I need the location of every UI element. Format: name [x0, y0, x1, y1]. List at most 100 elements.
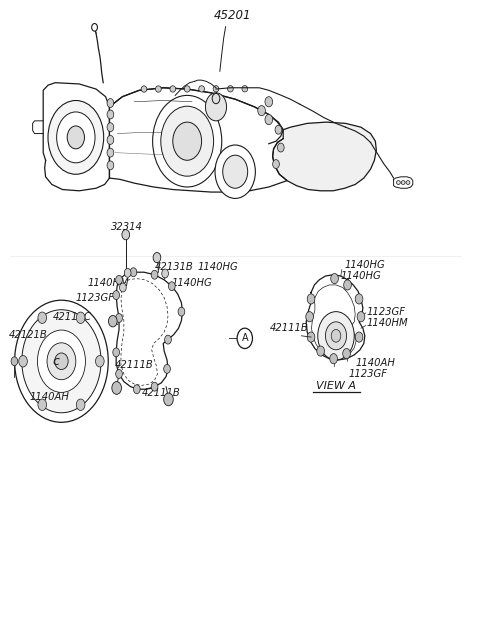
Text: A: A [241, 333, 248, 343]
Text: VIEW A: VIEW A [316, 381, 356, 391]
Ellipse shape [47, 343, 76, 380]
Circle shape [277, 143, 284, 152]
Text: 1123GF: 1123GF [348, 369, 387, 379]
Ellipse shape [141, 86, 147, 92]
Text: 1140AH: 1140AH [355, 357, 395, 368]
Polygon shape [109, 88, 287, 192]
Circle shape [162, 269, 168, 278]
Circle shape [258, 106, 265, 116]
Text: 1123GF: 1123GF [76, 293, 115, 303]
Circle shape [307, 294, 315, 304]
Ellipse shape [228, 86, 233, 92]
Circle shape [237, 328, 252, 349]
Circle shape [112, 382, 121, 394]
Ellipse shape [401, 181, 405, 184]
Circle shape [164, 393, 173, 406]
Polygon shape [116, 272, 182, 389]
Text: c: c [52, 355, 59, 368]
Polygon shape [306, 275, 365, 360]
Ellipse shape [406, 181, 410, 184]
Ellipse shape [213, 86, 219, 92]
Circle shape [164, 364, 170, 373]
Text: 1140HM: 1140HM [367, 318, 408, 328]
Circle shape [133, 385, 140, 394]
Circle shape [212, 93, 220, 104]
Circle shape [122, 230, 130, 240]
Polygon shape [394, 177, 413, 188]
Circle shape [215, 145, 255, 198]
Circle shape [355, 294, 363, 304]
Circle shape [325, 322, 347, 350]
Text: 42111B: 42111B [142, 387, 181, 398]
Circle shape [107, 110, 114, 119]
Text: 45201: 45201 [214, 10, 251, 22]
Text: 42111B: 42111B [115, 360, 154, 370]
Circle shape [265, 114, 273, 125]
Circle shape [38, 399, 47, 410]
Circle shape [116, 275, 122, 284]
Circle shape [96, 356, 104, 367]
Circle shape [275, 125, 282, 134]
Circle shape [76, 312, 85, 324]
Circle shape [92, 24, 97, 31]
Ellipse shape [184, 86, 190, 92]
Text: 42111C: 42111C [53, 312, 92, 322]
Circle shape [67, 126, 84, 149]
Ellipse shape [14, 300, 108, 422]
Circle shape [124, 268, 131, 277]
Ellipse shape [37, 330, 85, 392]
Ellipse shape [55, 353, 68, 370]
Circle shape [318, 312, 354, 360]
Circle shape [173, 122, 202, 160]
Circle shape [38, 312, 47, 324]
Polygon shape [273, 122, 376, 191]
Text: 1140HG: 1140HG [198, 262, 239, 272]
Circle shape [116, 314, 122, 322]
Text: 1140HG: 1140HG [345, 260, 385, 270]
Circle shape [151, 382, 158, 391]
Ellipse shape [396, 181, 400, 184]
Circle shape [307, 332, 315, 342]
Text: 42111B: 42111B [270, 323, 309, 333]
Circle shape [130, 268, 137, 277]
Circle shape [165, 335, 171, 344]
Circle shape [161, 106, 214, 176]
Circle shape [344, 280, 351, 290]
Circle shape [48, 100, 104, 174]
Circle shape [317, 346, 324, 356]
Circle shape [153, 252, 161, 263]
Text: 1140HG: 1140HG [341, 271, 382, 281]
Text: 42121B: 42121B [9, 330, 48, 340]
Text: 42131B: 42131B [155, 262, 193, 272]
Circle shape [306, 312, 313, 322]
Text: 1140AH: 1140AH [30, 392, 70, 402]
Text: 1140HM: 1140HM [88, 278, 130, 288]
Circle shape [151, 270, 158, 279]
Circle shape [357, 312, 365, 322]
Circle shape [120, 283, 126, 292]
Circle shape [205, 93, 227, 121]
Polygon shape [43, 83, 109, 191]
Circle shape [108, 315, 117, 327]
Circle shape [11, 357, 18, 366]
Circle shape [116, 370, 122, 378]
Text: 1123GF: 1123GF [367, 307, 406, 317]
Ellipse shape [170, 86, 176, 92]
Circle shape [330, 354, 337, 364]
Circle shape [331, 329, 341, 342]
Circle shape [331, 273, 338, 284]
Circle shape [19, 356, 27, 367]
Circle shape [273, 160, 279, 169]
Text: 1140HG: 1140HG [172, 278, 213, 288]
Circle shape [168, 282, 175, 291]
Circle shape [178, 307, 185, 316]
Circle shape [265, 97, 273, 107]
Circle shape [107, 148, 114, 157]
Circle shape [107, 99, 114, 107]
Circle shape [107, 161, 114, 170]
Circle shape [343, 349, 350, 359]
Circle shape [57, 112, 95, 163]
Circle shape [355, 332, 363, 342]
Ellipse shape [22, 310, 101, 413]
Circle shape [223, 155, 248, 188]
